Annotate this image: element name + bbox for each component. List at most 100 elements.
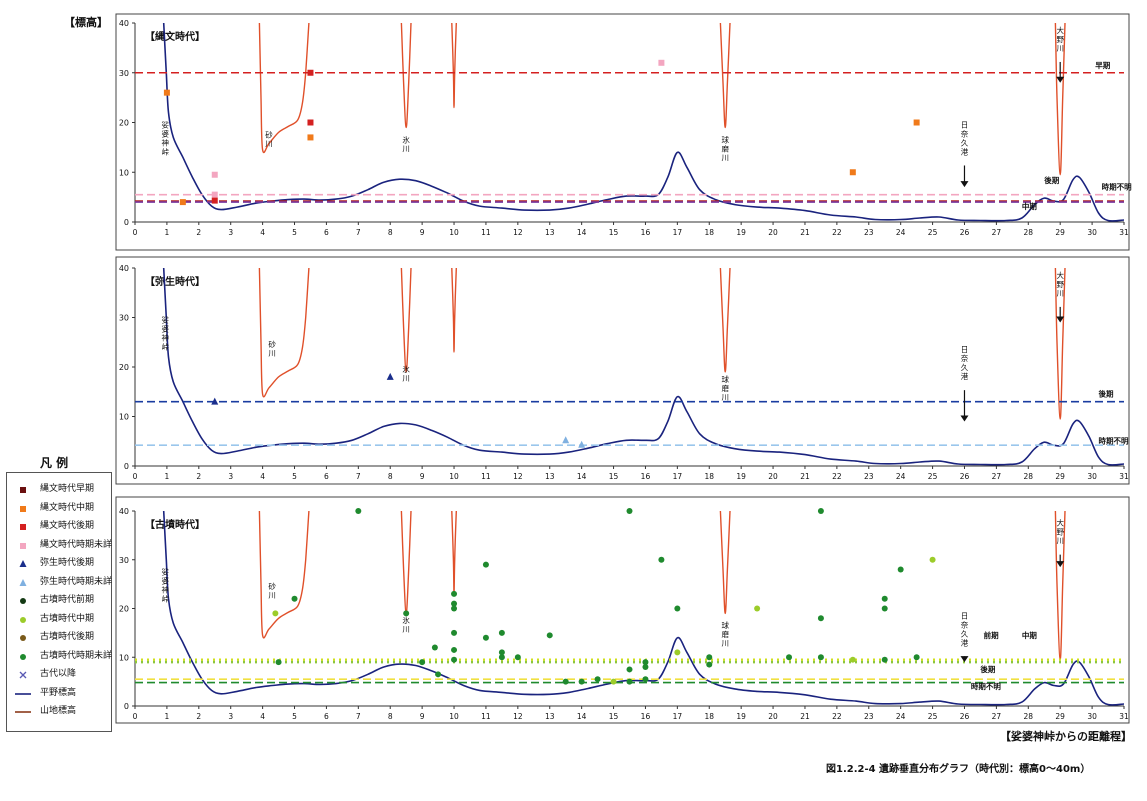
x-tick-label: 28	[1024, 472, 1034, 481]
mountain-profile-line	[400, 22, 412, 129]
data-point	[658, 59, 665, 66]
x-tick-label: 5	[292, 472, 297, 481]
x-tick-label: 22	[832, 228, 842, 237]
legend-label: 古墳時代前期	[40, 595, 95, 605]
annotation-label: 久	[961, 628, 969, 638]
annotation-label: 娑	[162, 314, 170, 324]
annotation-arrow-head	[1056, 561, 1065, 568]
annotation-label: 婆	[162, 323, 170, 333]
x-axis-label: 【娑婆神峠からの距離程】	[1000, 730, 1132, 743]
annotation-label: 後期	[980, 664, 995, 674]
annotation-label: 前期	[984, 630, 999, 640]
x-tick-label: 27	[992, 228, 1002, 237]
annotation-arrow-head	[960, 415, 969, 422]
data-point	[562, 436, 570, 444]
chart-title: 【縄文時代】	[145, 30, 205, 43]
data-point	[431, 644, 438, 651]
data-point	[610, 678, 617, 685]
data-point	[881, 605, 888, 612]
data-point	[272, 610, 279, 617]
x-tick-label: 28	[1024, 712, 1034, 721]
y-tick-label: 10	[119, 168, 129, 177]
x-tick-label: 5	[292, 712, 297, 721]
legend-label: 古墳時代時期未詳	[40, 650, 113, 661]
data-point	[754, 605, 761, 612]
data-point	[451, 629, 458, 636]
legend-item: 古墳時代後期	[7, 629, 111, 647]
x-tick-label: 7	[356, 472, 361, 481]
y-tick-label: 20	[119, 119, 129, 128]
panel-frame	[115, 13, 1130, 251]
data-point	[179, 199, 186, 206]
legend-swatch	[19, 671, 27, 679]
annotation-label: 港	[961, 637, 969, 647]
annotation-label: 野	[1056, 280, 1064, 289]
legend-item: 縄文時代後期	[7, 518, 111, 536]
mountain-profile-line	[719, 267, 731, 373]
x-tick-label: 29	[1055, 472, 1065, 481]
annotation-arrow-head	[960, 656, 969, 663]
x-tick-label: 10	[449, 228, 459, 237]
annotation-label: 奈	[961, 128, 969, 138]
data-point	[626, 508, 633, 514]
legend-label: 古墳時代中期	[40, 613, 95, 624]
x-tick-label: 7	[356, 228, 361, 237]
annotation-label: 川	[721, 639, 729, 648]
annotation-label: 神	[162, 332, 170, 342]
data-point	[897, 566, 904, 573]
x-tick-label: 12	[513, 472, 523, 481]
annotation-label: 磨	[721, 383, 729, 393]
data-point	[514, 654, 521, 661]
annotation-label: 婆	[162, 575, 170, 585]
annotation-label: 時期不明	[1102, 182, 1132, 192]
annotation-label: 磨	[721, 143, 729, 153]
legend-title: 凡 例	[40, 456, 69, 470]
x-tick-label: 6	[324, 228, 329, 237]
data-point	[451, 656, 458, 663]
data-point	[211, 171, 218, 178]
data-point	[451, 605, 458, 612]
data-point	[307, 119, 314, 126]
x-tick-label: 21	[800, 228, 810, 237]
annotation-label: 峠	[162, 593, 170, 603]
y-tick-label: 40	[119, 507, 129, 516]
legend-label: 古墳時代後期	[40, 632, 95, 642]
x-tick-label: 29	[1055, 228, 1065, 237]
annotation-label: 砂	[265, 129, 273, 139]
mountain-profile-line	[400, 267, 412, 373]
data-point	[435, 671, 442, 678]
legend-item: 山地標高	[7, 703, 111, 721]
annotation-label: 早期	[1095, 60, 1111, 70]
annotation-label: 峠	[162, 341, 170, 351]
data-point	[817, 508, 824, 514]
x-tick-label: 17	[673, 712, 683, 721]
y-tick-label: 30	[119, 556, 129, 565]
annotation-label: 久	[961, 137, 969, 147]
annotation-label: 峠	[162, 146, 170, 156]
x-tick-label: 24	[896, 712, 906, 721]
data-point	[786, 654, 793, 661]
data-point	[642, 664, 649, 670]
data-point	[626, 666, 633, 673]
data-point	[275, 659, 282, 666]
annotation-label: 氷	[402, 615, 410, 625]
annotation-label: 久	[961, 362, 969, 372]
data-point	[929, 556, 936, 563]
x-tick-label: 6	[324, 712, 329, 721]
x-tick-label: 18	[704, 472, 714, 481]
x-tick-label: 27	[992, 472, 1002, 481]
data-point	[594, 676, 601, 683]
data-point	[578, 440, 586, 448]
x-tick-label: 14	[577, 228, 587, 237]
y-tick-label: 20	[119, 363, 129, 372]
mountain-profile-line	[1054, 267, 1066, 420]
annotation-label: 中期	[1022, 201, 1038, 211]
data-point	[913, 119, 920, 126]
x-tick-label: 17	[673, 228, 683, 237]
x-tick-label: 20	[768, 472, 778, 481]
x-tick-label: 11	[481, 228, 491, 237]
x-tick-label: 29	[1055, 712, 1065, 721]
mountain-profile-line	[258, 267, 310, 398]
x-tick-label: 22	[832, 472, 842, 481]
